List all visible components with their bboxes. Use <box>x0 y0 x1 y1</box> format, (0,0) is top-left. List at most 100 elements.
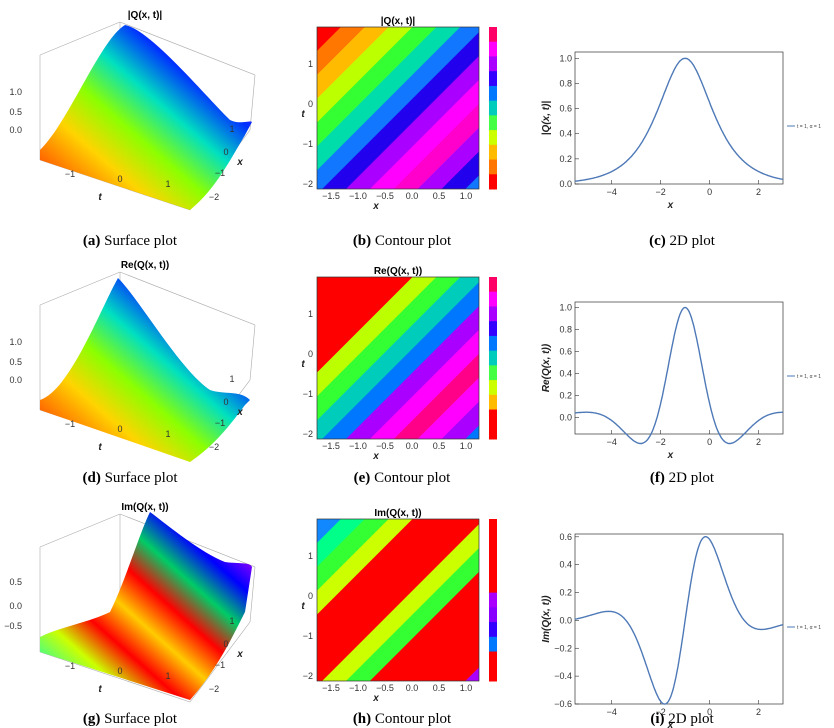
plot-x-tick: 0 <box>707 437 712 447</box>
plot-x-label: x <box>667 450 674 461</box>
surface-x-tick: 0 <box>223 639 228 649</box>
caption: (h) Contour plot <box>352 711 452 727</box>
contour-x-label: x <box>372 201 379 212</box>
contour-plot-1: Re(Q(x, t)) −1.5 −1.0 −0.5 0.0 0.5 1.0 x 1 0 −1 −2 t <box>301 266 497 462</box>
plot-y-tick: 0.2 <box>559 588 572 598</box>
caption: (d) Surface plot <box>82 470 178 486</box>
contour-x-tick: −1.0 <box>349 441 367 451</box>
contour-x-tick: −0.5 <box>376 441 394 451</box>
contour-band <box>369 329 479 439</box>
surface-z-tick: 0.0 <box>9 125 22 135</box>
plot-legend-text: t = 1, α = 1 <box>797 124 821 130</box>
contour-x-label: x <box>372 451 379 462</box>
line-plot-0: 0.0 0.2 0.4 0.6 0.8 1.0 −4 −2 0 2 x |Q(x, t)| t = 1,… <box>541 51 821 211</box>
plot-x-tick: −2 <box>656 707 666 717</box>
contour-legend-swatch <box>489 365 497 381</box>
contour-legend-swatch <box>489 533 497 549</box>
plot-y-tick: 0.0 <box>559 615 572 625</box>
contour-legend-swatch <box>489 394 497 411</box>
contour-x-tick: −1.0 <box>349 191 367 201</box>
surface-t-tick: 1 <box>165 671 170 681</box>
plot-x-tick: −2 <box>656 437 666 447</box>
contour-y-tick: 0 <box>308 99 313 109</box>
contour-legend-swatch <box>489 56 497 72</box>
plot-y-tick: 0.6 <box>559 347 572 357</box>
caption: (g) Surface plot <box>82 711 178 727</box>
surface-x-tick: 1 <box>229 374 234 384</box>
contour-x-tick: 0.0 <box>406 683 419 693</box>
surface-t-tick: 1 <box>165 429 170 439</box>
contour-legend-swatch <box>489 144 497 161</box>
contour-band <box>317 277 479 439</box>
plot-y-tick: 0.2 <box>559 391 572 401</box>
plot-y-tick: 0.0 <box>559 413 572 423</box>
surface-z-tick: −0.5 <box>4 621 22 631</box>
surface-title: |Q(x, t)| <box>128 10 163 21</box>
surface-x-tick: −2 <box>209 684 219 694</box>
contour-legend-swatch <box>489 409 497 425</box>
contour-y-label: t <box>301 109 305 120</box>
contour-legend-swatch <box>489 130 497 146</box>
caption: (f) 2D plot <box>649 470 715 486</box>
contour-legend-swatch <box>489 651 497 667</box>
contour-x-tick: 0.5 <box>433 191 446 201</box>
plot-x-label: x <box>667 720 674 728</box>
surface-title: Im(Q(x, t)) <box>121 502 168 513</box>
contour-legend-swatch <box>489 277 497 293</box>
surface-mesh <box>40 512 252 700</box>
contour-plot-0: |Q(x, t)| −1.5 −1.0 −0.5 0.0 0.5 1.0 x 1 0 −1 −2 t <box>301 16 497 212</box>
contour-band <box>465 425 479 439</box>
surface-t-tick: −1 <box>65 419 75 429</box>
plot-y-tick: −0.2 <box>554 643 572 653</box>
surface-x-tick: 1 <box>229 124 234 134</box>
surface-plot-0: |Q(x, t)| 1.0 0.5 0.0 −1 0 1 t 1 0 −1 −2 x <box>9 10 256 211</box>
contour-y-tick: 0 <box>308 349 313 359</box>
plot-y-label: Im(Q(x, t)) <box>541 595 552 643</box>
plot-y-tick: 0.6 <box>559 104 572 114</box>
plot-y-label: Re(Q(x, t)) <box>541 343 552 392</box>
contour-x-tick: 0.0 <box>406 441 419 451</box>
contour-legend-swatch <box>489 622 497 638</box>
contour-y-tick: −2 <box>303 429 313 439</box>
plot-curve <box>574 536 784 705</box>
contour-x-tick: 1.0 <box>460 683 473 693</box>
surface-t-tick: 1 <box>165 179 170 189</box>
surface-z-tick: 1.0 <box>9 337 22 347</box>
contour-legend-swatch <box>489 563 497 579</box>
contour-x-tick: 0.5 <box>433 683 446 693</box>
plot-y-tick: −0.6 <box>554 699 572 709</box>
contour-y-tick: −2 <box>303 671 313 681</box>
contour-legend-swatch <box>489 666 497 682</box>
surface-t-tick: −1 <box>65 661 75 671</box>
contour-legend-swatch <box>489 350 497 366</box>
surface-mesh <box>40 25 252 210</box>
plot-y-tick: 0.4 <box>559 560 572 570</box>
surface-t-tick: 0 <box>117 666 122 676</box>
surface-t-label: t <box>98 684 102 695</box>
plot-y-tick: 0.8 <box>559 78 572 88</box>
contour-y-tick: −2 <box>303 179 313 189</box>
surface-plot-1: Re(Q(x, t)) 1.0 0.5 0.0 −1 0 1 t 1 0 −1 −2 x <box>9 260 256 462</box>
contour-y-label: t <box>301 359 305 370</box>
contour-band <box>317 27 479 189</box>
contour-band <box>465 175 479 189</box>
caption: (b) Contour plot <box>352 233 452 249</box>
plot-x-tick: 0 <box>707 707 712 717</box>
plot-x-tick: 2 <box>756 187 761 197</box>
plot-x-tick: −4 <box>607 187 617 197</box>
plot-x-tick: −4 <box>607 437 617 447</box>
contour-band <box>322 282 479 439</box>
plot-y-tick: 0.0 <box>559 179 572 189</box>
surface-x-tick: 0 <box>223 147 228 157</box>
surface-x-tick: −2 <box>209 192 219 202</box>
surface-mesh <box>40 278 250 462</box>
contour-band <box>465 667 479 681</box>
contour-title: Im(Q(x, t)) <box>374 508 421 519</box>
surface-x-tick: −1 <box>215 660 225 670</box>
contour-y-tick: 0 <box>308 591 313 601</box>
contour-x-tick: −0.5 <box>376 683 394 693</box>
plot-y-tick: 0.4 <box>559 369 572 379</box>
plot-legend-text: t = 1, α = 1 <box>797 374 821 380</box>
surface-z-tick: 0.0 <box>9 375 22 385</box>
contour-band <box>369 79 479 189</box>
